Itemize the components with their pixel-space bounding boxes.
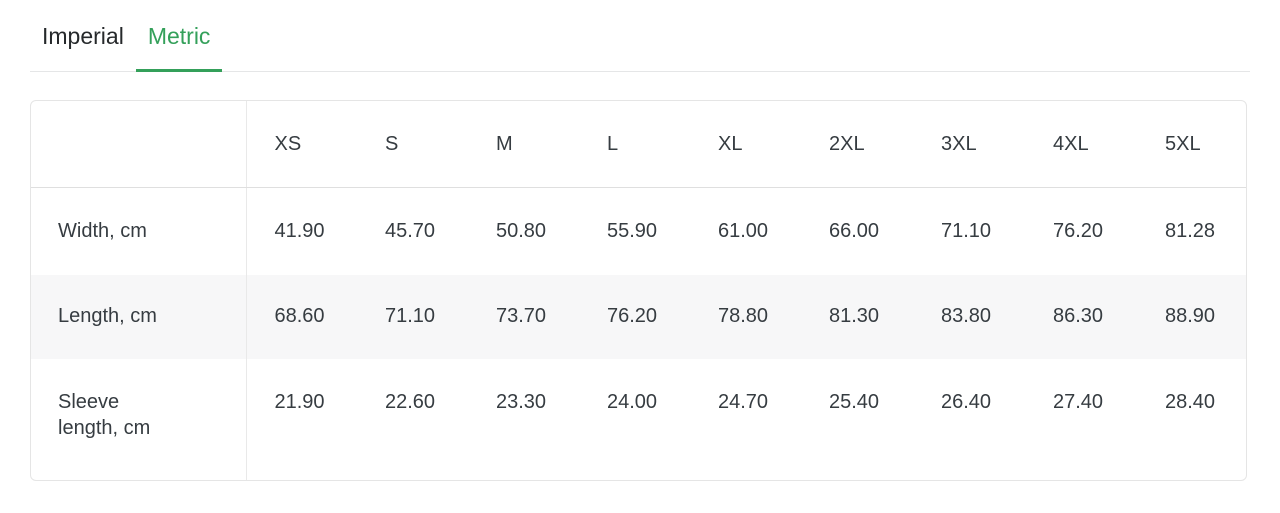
table-cell: 66.00 <box>829 220 880 242</box>
row-label-width: Width, cm <box>31 187 247 275</box>
column-header-5xl: 5XL <box>1137 101 1246 188</box>
row-label-length: Length, cm <box>31 274 247 359</box>
table-cell: 88.90 <box>1165 304 1216 327</box>
table-cell: 26.40 <box>941 390 992 413</box>
row-label-sleeve-length: Sleeve length, cm <box>31 358 247 480</box>
table-cell: 81.30 <box>829 304 880 327</box>
table-cell: 73.70 <box>496 304 547 327</box>
size-table-grid: XS S M L XL 2XL 3XL 4XL 5XL Width, cm 41… <box>31 101 1246 480</box>
column-header-4xl: 4XL <box>1025 101 1137 188</box>
table-cell: 55.90 <box>607 220 658 242</box>
table-cell: 81.28 <box>1165 220 1216 242</box>
table-row-sleeve-length: Sleeve length, cm 21.90 22.60 23.30 24.0… <box>31 358 1246 480</box>
table-cell: 76.20 <box>1053 220 1104 242</box>
size-table: XS S M L XL 2XL 3XL 4XL 5XL Width, cm 41… <box>30 100 1247 481</box>
table-cell: 50.80 <box>496 220 547 242</box>
table-cell: 27.40 <box>1053 390 1104 413</box>
table-row-width: Width, cm 41.90 45.70 50.80 55.90 61.00 … <box>31 187 1246 275</box>
table-cell: 23.30 <box>496 390 547 413</box>
column-header-xs: XS <box>246 101 357 188</box>
table-cell: 41.90 <box>274 220 325 242</box>
tab-imperial[interactable]: Imperial <box>42 23 124 49</box>
table-cell: 78.80 <box>718 304 769 327</box>
table-cell: 24.70 <box>718 390 769 413</box>
table-header-row: XS S M L XL 2XL 3XL 4XL 5XL <box>31 101 1246 188</box>
table-cell: 21.90 <box>274 390 325 413</box>
table-cell: 22.60 <box>385 390 436 413</box>
column-header-l: L <box>579 101 690 188</box>
column-header-m: M <box>468 101 579 188</box>
table-cell: 76.20 <box>607 304 658 327</box>
column-header-xl: XL <box>690 101 801 188</box>
table-cell: 71.10 <box>941 220 992 242</box>
table-cell: 71.10 <box>385 304 436 327</box>
corner-cell <box>31 101 247 188</box>
table-cell: 68.60 <box>274 304 325 327</box>
table-cell: 28.40 <box>1165 390 1216 413</box>
table-cell: 24.00 <box>607 390 658 413</box>
table-cell: 25.40 <box>829 390 880 413</box>
tab-metric[interactable]: Metric <box>135 22 223 72</box>
column-header-2xl: 2XL <box>801 101 913 188</box>
unit-tabs: Imperial Metric <box>30 0 1250 72</box>
table-cell: 45.70 <box>385 220 436 242</box>
table-cell: 61.00 <box>718 220 769 242</box>
column-header-3xl: 3XL <box>913 101 1025 188</box>
table-row-length: Length, cm 68.60 71.10 73.70 76.20 78.80… <box>31 274 1246 359</box>
column-header-s: S <box>357 101 468 188</box>
table-cell: 83.80 <box>941 304 992 327</box>
table-cell: 86.30 <box>1053 304 1104 327</box>
